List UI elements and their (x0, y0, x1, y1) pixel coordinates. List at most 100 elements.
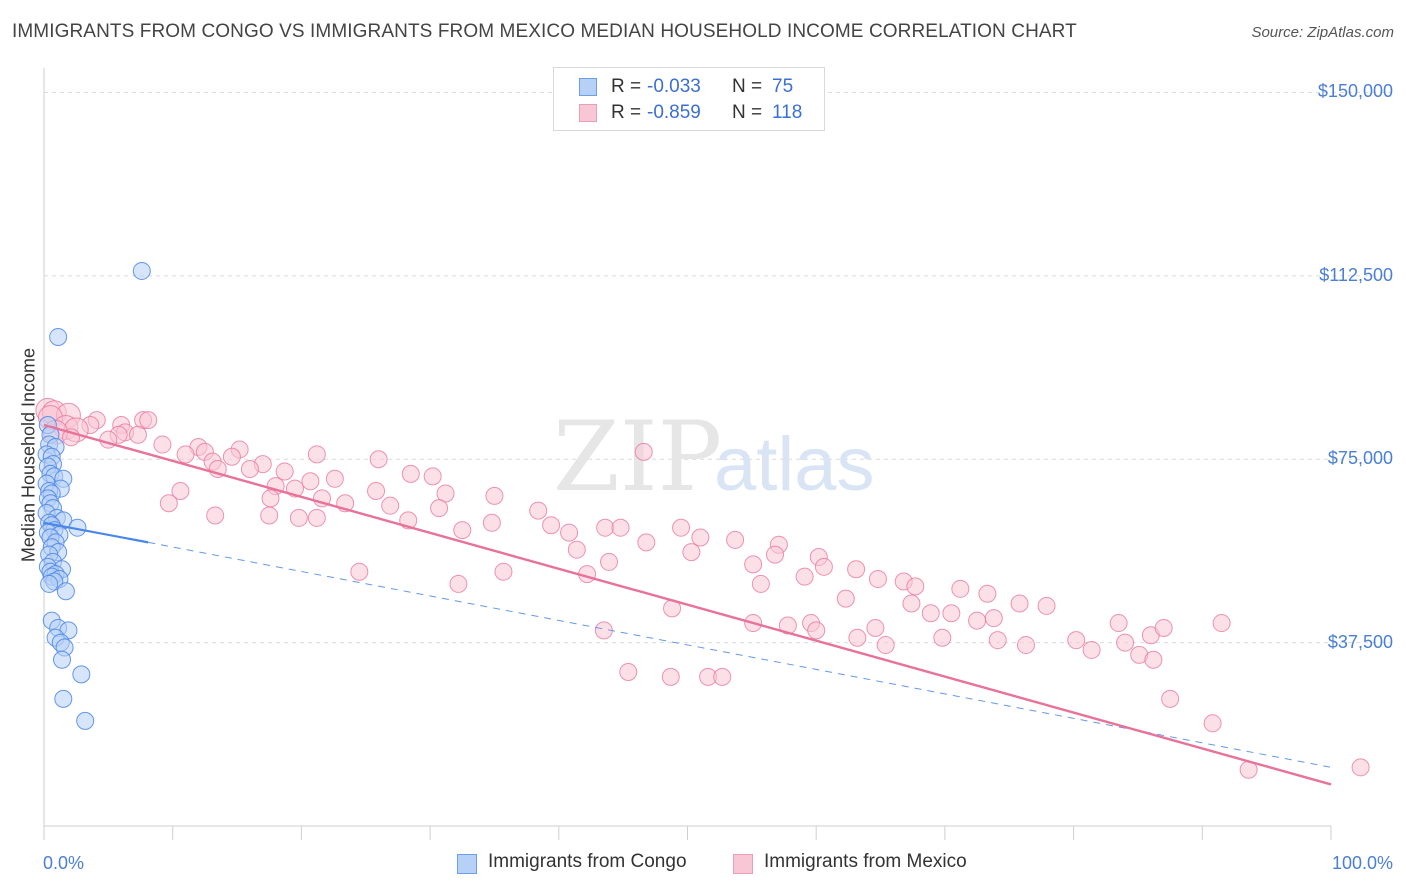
y-axis-label: Median Household Income (18, 347, 39, 563)
mexico-point (1016, 636, 1035, 655)
mexico-point (307, 508, 326, 527)
mexico-point (261, 489, 280, 508)
mexico-point (1109, 614, 1128, 633)
mexico-point (240, 460, 259, 479)
mexico-point (988, 631, 1007, 650)
mexico-point (1203, 714, 1222, 733)
congo-point (76, 711, 95, 730)
mexico-point (494, 562, 513, 581)
mexico-trend-line (43, 423, 1332, 786)
mexico-point (529, 501, 548, 520)
mexico-point (206, 506, 225, 525)
series-congo-points (37, 261, 151, 730)
mexico-point (430, 499, 449, 518)
mexico-point (176, 445, 195, 464)
mexico-swatch (579, 104, 597, 122)
y-tick-label: $37,500 (1327, 631, 1393, 652)
mexico-point (381, 496, 400, 515)
mexico-point (968, 611, 987, 630)
mexico-point (726, 530, 745, 549)
mexico-point (542, 516, 561, 535)
mexico-point (634, 442, 653, 461)
n-label: N = (732, 76, 763, 97)
mexico-point (868, 570, 887, 589)
mexico-legend-swatch (733, 854, 753, 874)
mexico-point (1144, 650, 1163, 669)
mexico-point (367, 482, 386, 501)
mexico-point (814, 557, 833, 576)
mexico-point (778, 616, 797, 635)
legend-label-mexico: Immigrants from Mexico (764, 851, 967, 872)
mexico-point (260, 506, 279, 525)
mexico-point (449, 574, 468, 593)
mexico-point (1154, 618, 1173, 637)
stats-box: R = -0.033 N = 75 R = -0.859 N = 118 (553, 67, 825, 131)
congo-point (132, 261, 151, 280)
mexico-point (596, 518, 615, 537)
mexico-point (682, 543, 701, 562)
mexico-point (289, 508, 308, 527)
mexico-point (560, 523, 579, 542)
mexico-point (453, 521, 472, 540)
mexico-point (866, 618, 885, 637)
mexico-point (1351, 758, 1370, 777)
congo-swatch (579, 78, 597, 96)
mexico-point (1212, 614, 1231, 633)
mexico-point (159, 494, 178, 513)
y-tick-label: $150,000 (1317, 81, 1393, 102)
mexico-point (139, 411, 158, 430)
watermark-atlas: atlas (714, 422, 875, 507)
mexico-point (423, 467, 442, 486)
mexico-point (611, 518, 630, 537)
mexico-point (951, 579, 970, 598)
mexico-point (807, 621, 826, 640)
congo-point (40, 574, 59, 593)
mexico-point (171, 482, 190, 501)
n-value: 75 (772, 76, 794, 97)
mexico-point (325, 469, 344, 488)
r-label: R = (611, 76, 642, 97)
mexico-point (482, 513, 501, 532)
mexico-point (984, 609, 1003, 628)
congo-point (49, 327, 68, 346)
mexico-point (795, 567, 814, 586)
source-credit: Source: ZipAtlas.com (1251, 24, 1394, 41)
mexico-point (933, 628, 952, 647)
mexico-point (766, 545, 785, 564)
mexico-point (942, 604, 961, 623)
mexico-point (307, 445, 326, 464)
mexico-point (744, 555, 763, 574)
mexico-point (369, 450, 388, 469)
mexico-point (876, 636, 895, 655)
mexico-point (836, 589, 855, 608)
mexico-point (1010, 594, 1029, 613)
mexico-point (847, 560, 866, 579)
congo-point (54, 689, 73, 708)
chart-title: IMMIGRANTS FROM CONGO VS IMMIGRANTS FROM… (12, 21, 1077, 42)
mexico-point (906, 577, 925, 596)
mexico-point (301, 472, 320, 491)
mexico-point (713, 667, 732, 686)
mexico-point (691, 528, 710, 547)
mexico-point (1161, 689, 1180, 708)
y-tick-label: $112,500 (1319, 264, 1393, 285)
mexico-point (921, 604, 940, 623)
mexico-point (401, 464, 420, 483)
mexico-point (128, 425, 147, 444)
mexico-point (350, 562, 369, 581)
congo-point (56, 582, 75, 601)
mexico-point (567, 540, 586, 559)
mexico-point (275, 462, 294, 481)
n-value: 118 (772, 102, 803, 123)
mexico-point (599, 552, 618, 571)
r-label: R = (611, 102, 642, 123)
mexico-point (1037, 596, 1056, 615)
mexico-point (619, 662, 638, 681)
mexico-point (661, 667, 680, 686)
grid-lines (44, 91, 1395, 644)
mexico-point (1082, 640, 1101, 659)
congo-legend-swatch (457, 854, 477, 874)
x-tick-label-max: 100.0% (1331, 853, 1393, 873)
